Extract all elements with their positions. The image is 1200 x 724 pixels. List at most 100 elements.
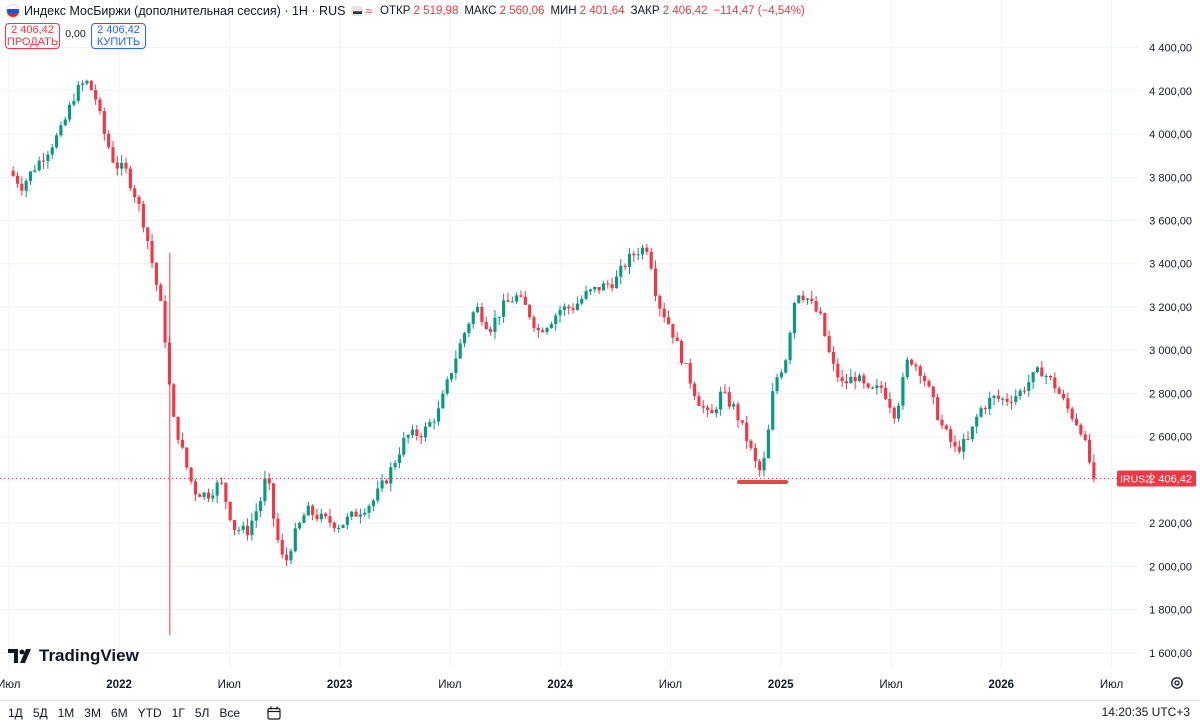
- candle-body: [332, 522, 336, 529]
- candle-body: [606, 283, 610, 285]
- candle-body: [979, 408, 983, 417]
- candle-body: [376, 488, 380, 501]
- candle-body: [818, 311, 823, 314]
- range-8[interactable]: Все: [219, 705, 241, 720]
- candle-body: [623, 265, 627, 267]
- candle-body: [558, 309, 562, 316]
- candle-body: [675, 337, 679, 341]
- candle-body: [189, 467, 193, 482]
- price-tick-label: 1 600,00: [1149, 648, 1192, 660]
- close-value: 2 406,42: [662, 5, 708, 17]
- candle-body: [311, 505, 315, 515]
- candle-body: [250, 520, 254, 536]
- candle-body: [719, 391, 723, 410]
- price-tick-label: 3 600,00: [1149, 216, 1192, 228]
- range-7[interactable]: 5Л: [194, 705, 210, 720]
- candle-body: [627, 253, 632, 267]
- candle-body: [844, 381, 849, 384]
- candle-body: [1040, 367, 1044, 377]
- candle-body: [449, 373, 454, 380]
- collapse-icon[interactable]: ▬: [351, 6, 364, 16]
- range-5[interactable]: YTD: [137, 705, 162, 720]
- candle-body: [111, 147, 115, 163]
- candle-body: [159, 284, 163, 301]
- range-0[interactable]: 1Д: [8, 705, 23, 720]
- series-controls[interactable]: ▬ ≈: [351, 4, 372, 18]
- candle-body: [567, 306, 571, 309]
- range-3[interactable]: 3М: [84, 705, 101, 720]
- candle-body: [467, 323, 471, 334]
- symbol-title[interactable]: Индекс МосБиржи (дополнительная сессия) …: [24, 4, 346, 18]
- range-2[interactable]: 1М: [57, 705, 75, 720]
- time-tick-label: 2022: [106, 679, 132, 691]
- candle-body: [94, 90, 98, 100]
- calendar-goto-icon[interactable]: [266, 706, 282, 720]
- range-6[interactable]: 1Г: [171, 705, 185, 720]
- chart-header: Индекс МосБиржи (дополнительная сессия) …: [0, 0, 805, 22]
- candle-body: [454, 358, 458, 374]
- candle-body: [749, 440, 753, 448]
- price-tick-label: 3 400,00: [1149, 259, 1192, 271]
- candle-body: [371, 500, 375, 506]
- sell-label: ПРОДАТЬ: [6, 36, 59, 48]
- candle-body: [666, 317, 671, 324]
- settings-gear-icon[interactable]: [1170, 676, 1184, 695]
- candle-body: [814, 301, 818, 312]
- candle-body: [883, 387, 888, 399]
- candle-body: [206, 492, 211, 499]
- candle-body: [328, 516, 332, 523]
- candle-body: [33, 170, 37, 172]
- candle-body: [953, 441, 957, 447]
- candle-body: [163, 300, 167, 343]
- candle-body: [745, 422, 749, 441]
- time-tick-label: Июл: [879, 679, 902, 691]
- candle-body: [445, 379, 449, 394]
- candle-body: [85, 80, 89, 84]
- candle-body: [115, 162, 119, 169]
- candle-body: [779, 372, 783, 378]
- candle-body: [528, 304, 532, 318]
- candle-body: [1031, 372, 1035, 383]
- candle-body: [549, 324, 553, 329]
- range-4[interactable]: 6М: [110, 705, 128, 720]
- candle-body: [523, 296, 527, 305]
- candle-body: [905, 359, 909, 378]
- candle-body: [1079, 424, 1083, 435]
- sell-button[interactable]: 2 406,42 ПРОДАТЬ: [5, 23, 60, 49]
- candle-body: [723, 391, 727, 393]
- range-1[interactable]: 5Д: [32, 705, 48, 720]
- buy-button[interactable]: 2 406,42 КУПИТЬ: [91, 23, 146, 49]
- candle-body: [771, 391, 775, 430]
- clock[interactable]: 14:20:35 UTC+3: [1101, 705, 1190, 719]
- candle-body: [766, 429, 770, 459]
- candle-body: [797, 295, 801, 303]
- candle-body: [927, 380, 931, 387]
- candle-body: [389, 467, 393, 484]
- high-key: МАКС: [464, 5, 497, 17]
- candle-series: [11, 79, 1096, 636]
- tradingview-logo[interactable]: TradingView: [8, 646, 139, 666]
- candle-body: [228, 501, 232, 521]
- candle-body: [24, 180, 28, 191]
- candle-body: [180, 439, 185, 448]
- candle-body: [280, 539, 284, 555]
- candle-body: [515, 295, 519, 302]
- buy-label: КУПИТЬ: [96, 36, 141, 48]
- candle-body: [857, 375, 862, 382]
- candle-body: [636, 254, 640, 256]
- candle-body: [740, 420, 744, 423]
- candle-body: [276, 518, 280, 540]
- candle-body: [706, 407, 710, 410]
- candle-body: [298, 522, 302, 529]
- compare-wave-icon[interactable]: ≈: [365, 4, 373, 18]
- candle-body: [762, 458, 766, 471]
- candle-body: [37, 160, 41, 171]
- candle-body: [76, 84, 80, 101]
- candle-body: [1083, 434, 1087, 440]
- candle-body: [554, 315, 558, 325]
- candle-body: [384, 480, 388, 484]
- candle-body: [272, 483, 276, 519]
- candle-body: [28, 171, 33, 181]
